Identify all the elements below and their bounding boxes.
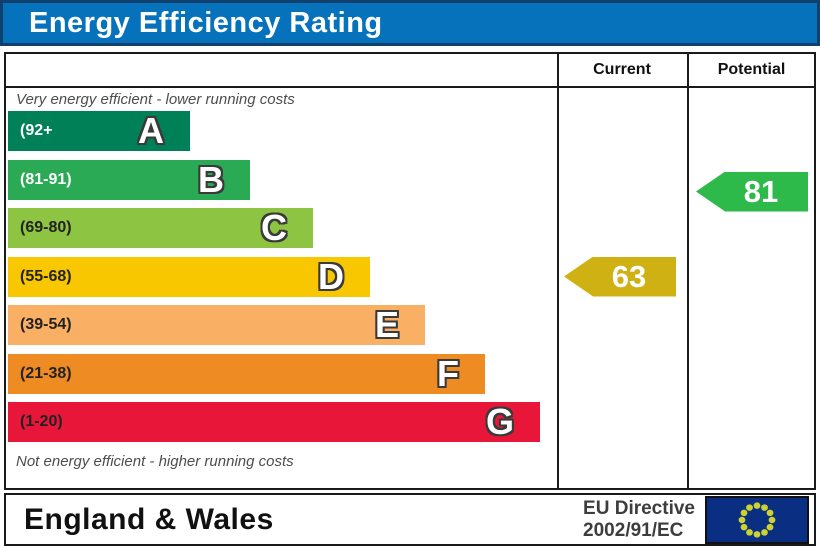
band-row-g: (1-20) G <box>8 402 540 442</box>
band-row-e: (39-54) E <box>8 305 425 345</box>
region-label: England & Wales <box>24 502 274 536</box>
band-range-label: (92+ <box>20 122 53 139</box>
page-title: Energy Efficiency Rating <box>29 6 383 39</box>
footer-bar: England & Wales EU Directive 2002/91/EC <box>4 493 816 546</box>
eu-directive-line2: 2002/91/EC <box>583 519 684 541</box>
current-rating-arrow: 63 <box>564 256 676 297</box>
band-letter: D <box>318 255 344 297</box>
current-column-divider <box>557 54 559 488</box>
band-range-label: (39-54) <box>20 316 72 333</box>
band-letter: F <box>437 352 459 394</box>
band-range-label: (81-91) <box>20 170 72 188</box>
footer-right-group: EU Directive 2002/91/EC <box>583 495 814 544</box>
bands-container: (92+ A (81-91) B (69-80) C (55-68) D (39-54) E (21… <box>8 111 540 451</box>
caption-not-efficient: Not energy efficient - higher running co… <box>16 453 294 470</box>
potential-column-header: Potential <box>717 61 786 78</box>
table-header-row <box>6 54 814 88</box>
band-letter: B <box>198 158 224 200</box>
eu-directive-label: EU Directive 2002/91/EC <box>583 498 695 542</box>
band-range-label: (55-68) <box>20 267 72 285</box>
potential-column-divider <box>687 54 689 488</box>
band-row-f: (21-38) F <box>8 352 485 394</box>
title-bar: Energy Efficiency Rating <box>0 0 820 46</box>
eu-directive-line1: EU Directive <box>583 497 695 519</box>
band-row-b: (81-91) B <box>8 158 250 200</box>
rating-table: Current Potential Very energy efficient … <box>4 52 816 490</box>
band-letter: G <box>485 401 514 442</box>
band-row-c: (69-80) C <box>8 208 313 248</box>
potential-rating-value: 81 <box>743 174 779 209</box>
caption-efficient: Very energy efficient - lower running co… <box>16 91 295 108</box>
band-range-label: (1-20) <box>20 413 63 430</box>
eu-flag-icon <box>705 495 809 544</box>
current-rating-value: 63 <box>611 259 647 294</box>
band-row-d: (55-68) D <box>8 255 370 297</box>
band-letter: C <box>261 207 287 248</box>
current-column-header: Current <box>593 61 651 78</box>
band-letter: E <box>374 304 399 345</box>
band-range-label: (21-38) <box>20 364 72 382</box>
band-row-a: (92+ A <box>8 111 190 151</box>
band-letter: A <box>138 110 164 151</box>
band-range-label: (69-80) <box>20 219 72 236</box>
potential-rating-arrow: 81 <box>696 171 808 212</box>
